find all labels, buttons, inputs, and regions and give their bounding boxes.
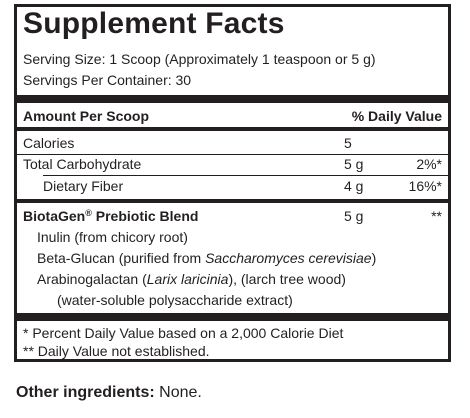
panel-title: Supplement Facts <box>23 7 285 40</box>
other-ingredients: Other ingredients: None. <box>16 384 202 401</box>
thick-divider <box>17 95 448 103</box>
blend-amount: 5 g <box>344 208 364 224</box>
row-divider <box>17 154 448 155</box>
row-calories-name: Calories <box>23 135 75 151</box>
row-carb-dv: 2%* <box>416 156 442 172</box>
row-fiber-dv: 16%* <box>408 178 442 194</box>
row-fiber-amount: 4 g <box>344 178 364 194</box>
row-carb-amount: 5 g <box>344 156 364 172</box>
supplement-facts-panel: Supplement Facts Serving Size: 1 Scoop (… <box>14 4 451 362</box>
ingredient-beta-glucan: Beta-Glucan (purified from Saccharomyces… <box>37 250 377 266</box>
footer-divider <box>17 313 448 321</box>
row-carb-name: Total Carbohydrate <box>23 156 142 172</box>
row-calories-amount: 5 <box>344 135 352 151</box>
footnote-daily-value: * Percent Daily Value based on a 2,000 C… <box>23 325 344 341</box>
header-divider <box>17 127 448 131</box>
header-daily-value: % Daily Value <box>351 108 442 124</box>
blend-name: BiotaGen® Prebiotic Blend <box>23 208 199 224</box>
blend-divider <box>17 199 448 203</box>
servings-per-container: Servings Per Container: 30 <box>23 72 192 88</box>
row-divider <box>43 175 448 176</box>
ingredient-inulin: Inulin (from chicory root) <box>37 229 188 245</box>
header-amount: Amount Per Scoop <box>23 108 150 124</box>
row-fiber-name: Dietary Fiber <box>43 178 124 194</box>
serving-size: Serving Size: 1 Scoop (Approximately 1 t… <box>23 51 376 67</box>
footnote-not-established: ** Daily Value not established. <box>23 343 210 359</box>
ingredient-arabinogalactan-note: (water-soluble polysaccharide extract) <box>57 292 293 308</box>
ingredient-arabinogalactan: Arabinogalactan (Larix laricinia), (larc… <box>37 271 346 287</box>
blend-dv: ** <box>431 208 442 224</box>
